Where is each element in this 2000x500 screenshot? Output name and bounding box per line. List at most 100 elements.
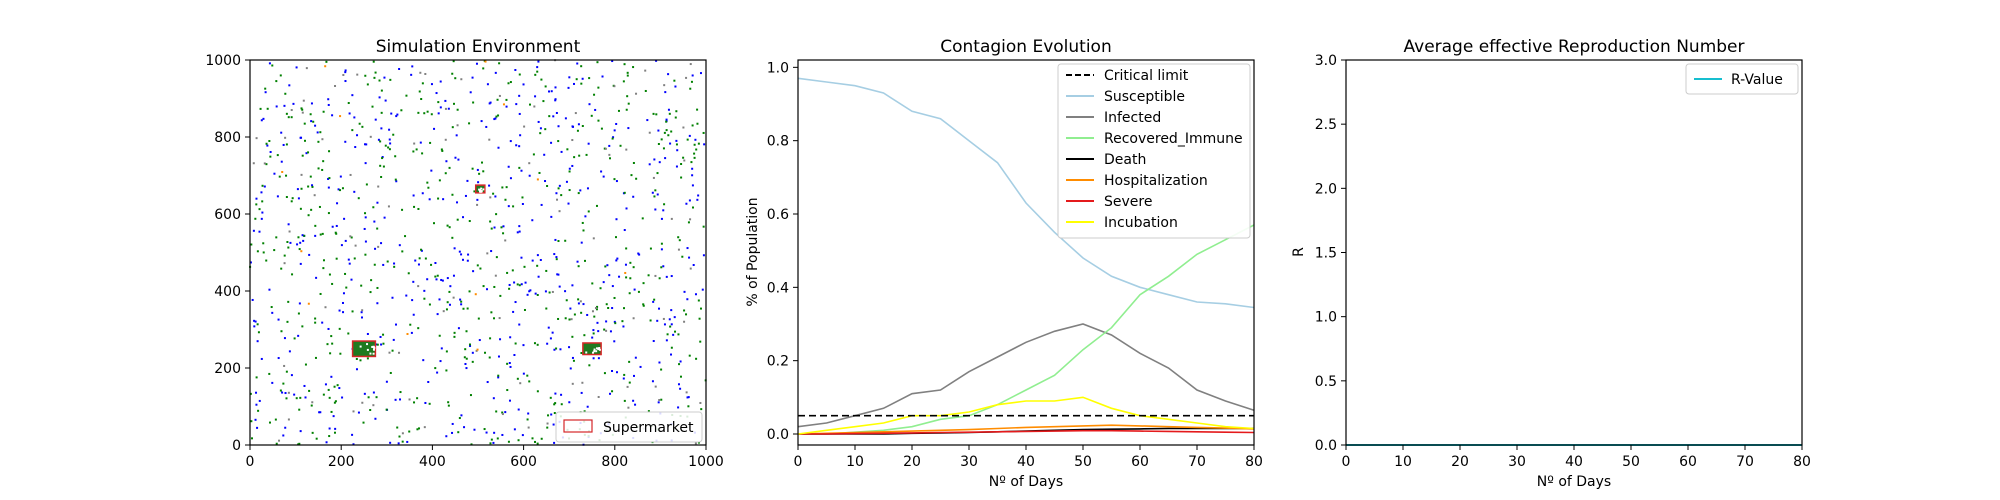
person-infected-point xyxy=(444,138,447,141)
person-susceptible-point xyxy=(392,338,395,341)
person-recovered-point xyxy=(279,74,282,77)
person-susceptible-point xyxy=(489,101,492,104)
person-recovered-point xyxy=(415,148,418,151)
person-recovered-point xyxy=(460,300,463,303)
contagion-legend-box xyxy=(1057,63,1251,239)
person-infected-point xyxy=(683,159,686,162)
person-recovered-point xyxy=(328,273,331,276)
person-susceptible-point xyxy=(287,223,290,226)
person-infected-point xyxy=(635,92,638,95)
person-susceptible-point xyxy=(264,91,267,94)
person-susceptible-point xyxy=(529,289,532,292)
person-susceptible-point xyxy=(552,423,555,426)
person-susceptible-point xyxy=(694,138,697,141)
person-susceptible-point xyxy=(364,162,367,165)
person-susceptible-point xyxy=(379,335,382,338)
person-susceptible-point xyxy=(435,278,438,281)
person-recovered-point xyxy=(370,279,373,282)
person-recovered-point xyxy=(581,221,584,224)
x-tick-label: 70 xyxy=(1736,454,1754,470)
person-infected-point xyxy=(501,413,504,416)
person-susceptible-point xyxy=(665,275,668,278)
person-recovered-point xyxy=(298,408,301,411)
person-susceptible-point xyxy=(536,66,539,69)
person-recovered-point xyxy=(270,306,273,309)
person-infected-point xyxy=(349,235,352,238)
person-susceptible-point xyxy=(686,298,689,301)
person-recovered-point xyxy=(523,308,526,311)
supermarket-visitor-point xyxy=(372,348,375,351)
person-infected-point xyxy=(354,244,357,247)
person-susceptible-point xyxy=(376,201,379,204)
person-recovered-point xyxy=(338,327,341,330)
person-susceptible-point xyxy=(464,362,467,365)
person-recovered-point xyxy=(271,64,274,67)
person-recovered-point xyxy=(597,119,600,122)
person-recovered-point xyxy=(695,357,698,360)
person-recovered-point xyxy=(614,322,617,325)
supermarket-visitor-point xyxy=(359,345,362,348)
person-infected-point xyxy=(287,418,290,421)
person-infected-point xyxy=(278,439,281,442)
person-recovered-point xyxy=(297,236,300,239)
person-recovered-point xyxy=(418,427,421,430)
person-susceptible-point xyxy=(646,119,649,122)
person-recovered-point xyxy=(446,301,449,304)
person-recovered-point xyxy=(451,126,454,129)
person-susceptible-point xyxy=(520,256,523,259)
person-susceptible-point xyxy=(556,273,559,276)
person-recovered-point xyxy=(437,197,440,200)
person-recovered-point xyxy=(628,292,631,295)
person-recovered-point xyxy=(580,352,583,355)
person-recovered-point xyxy=(328,396,331,399)
person-recovered-point xyxy=(649,319,652,322)
person-susceptible-point xyxy=(334,427,337,430)
person-infected-point xyxy=(398,351,401,354)
person-recovered-point xyxy=(540,437,543,440)
person-recovered-point xyxy=(518,166,521,169)
person-infected-point xyxy=(519,382,522,385)
person-recovered-point xyxy=(275,236,278,239)
person-recovered-point xyxy=(611,137,614,140)
person-susceptible-point xyxy=(375,343,378,346)
person-infected-point xyxy=(442,310,445,313)
person-susceptible-point xyxy=(657,129,660,132)
person-susceptible-point xyxy=(344,80,347,83)
person-susceptible-point xyxy=(353,116,356,119)
person-susceptible-point xyxy=(488,184,491,187)
person-recovered-point xyxy=(262,251,265,254)
person-recovered-point xyxy=(312,120,315,123)
person-recovered-point xyxy=(285,397,288,400)
supermarket-visitor-point xyxy=(371,345,374,348)
person-recovered-point xyxy=(679,375,682,378)
person-recovered-point xyxy=(464,348,467,351)
person-susceptible-point xyxy=(701,288,704,291)
supermarket-visitor-point xyxy=(595,350,598,353)
person-recovered-point xyxy=(476,264,479,267)
person-infected-point xyxy=(648,131,651,134)
person-recovered-point xyxy=(401,208,404,211)
person-recovered-point xyxy=(599,287,602,290)
person-susceptible-point xyxy=(458,250,461,253)
person-susceptible-point xyxy=(513,428,516,431)
person-recovered-point xyxy=(389,78,392,81)
person-susceptible-point xyxy=(508,362,511,365)
person-infected-point xyxy=(377,185,380,188)
person-recovered-point xyxy=(374,71,377,74)
person-recovered-point xyxy=(335,232,338,235)
person-susceptible-point xyxy=(673,316,676,319)
person-infected-point xyxy=(284,136,287,139)
person-recovered-point xyxy=(677,236,680,239)
person-susceptible-point xyxy=(521,434,524,437)
person-susceptible-point xyxy=(613,129,616,132)
person-recovered-point xyxy=(626,95,629,98)
person-infected-point xyxy=(486,252,489,255)
person-susceptible-point xyxy=(437,112,440,115)
person-recovered-point xyxy=(376,343,379,346)
person-recovered-point xyxy=(536,442,539,445)
person-susceptible-point xyxy=(568,76,571,79)
person-susceptible-point xyxy=(447,107,450,110)
supermarket-legend-label: Supermarket xyxy=(603,420,694,436)
person-recovered-point xyxy=(468,122,471,125)
y-tick-label: 0.2 xyxy=(767,354,789,370)
